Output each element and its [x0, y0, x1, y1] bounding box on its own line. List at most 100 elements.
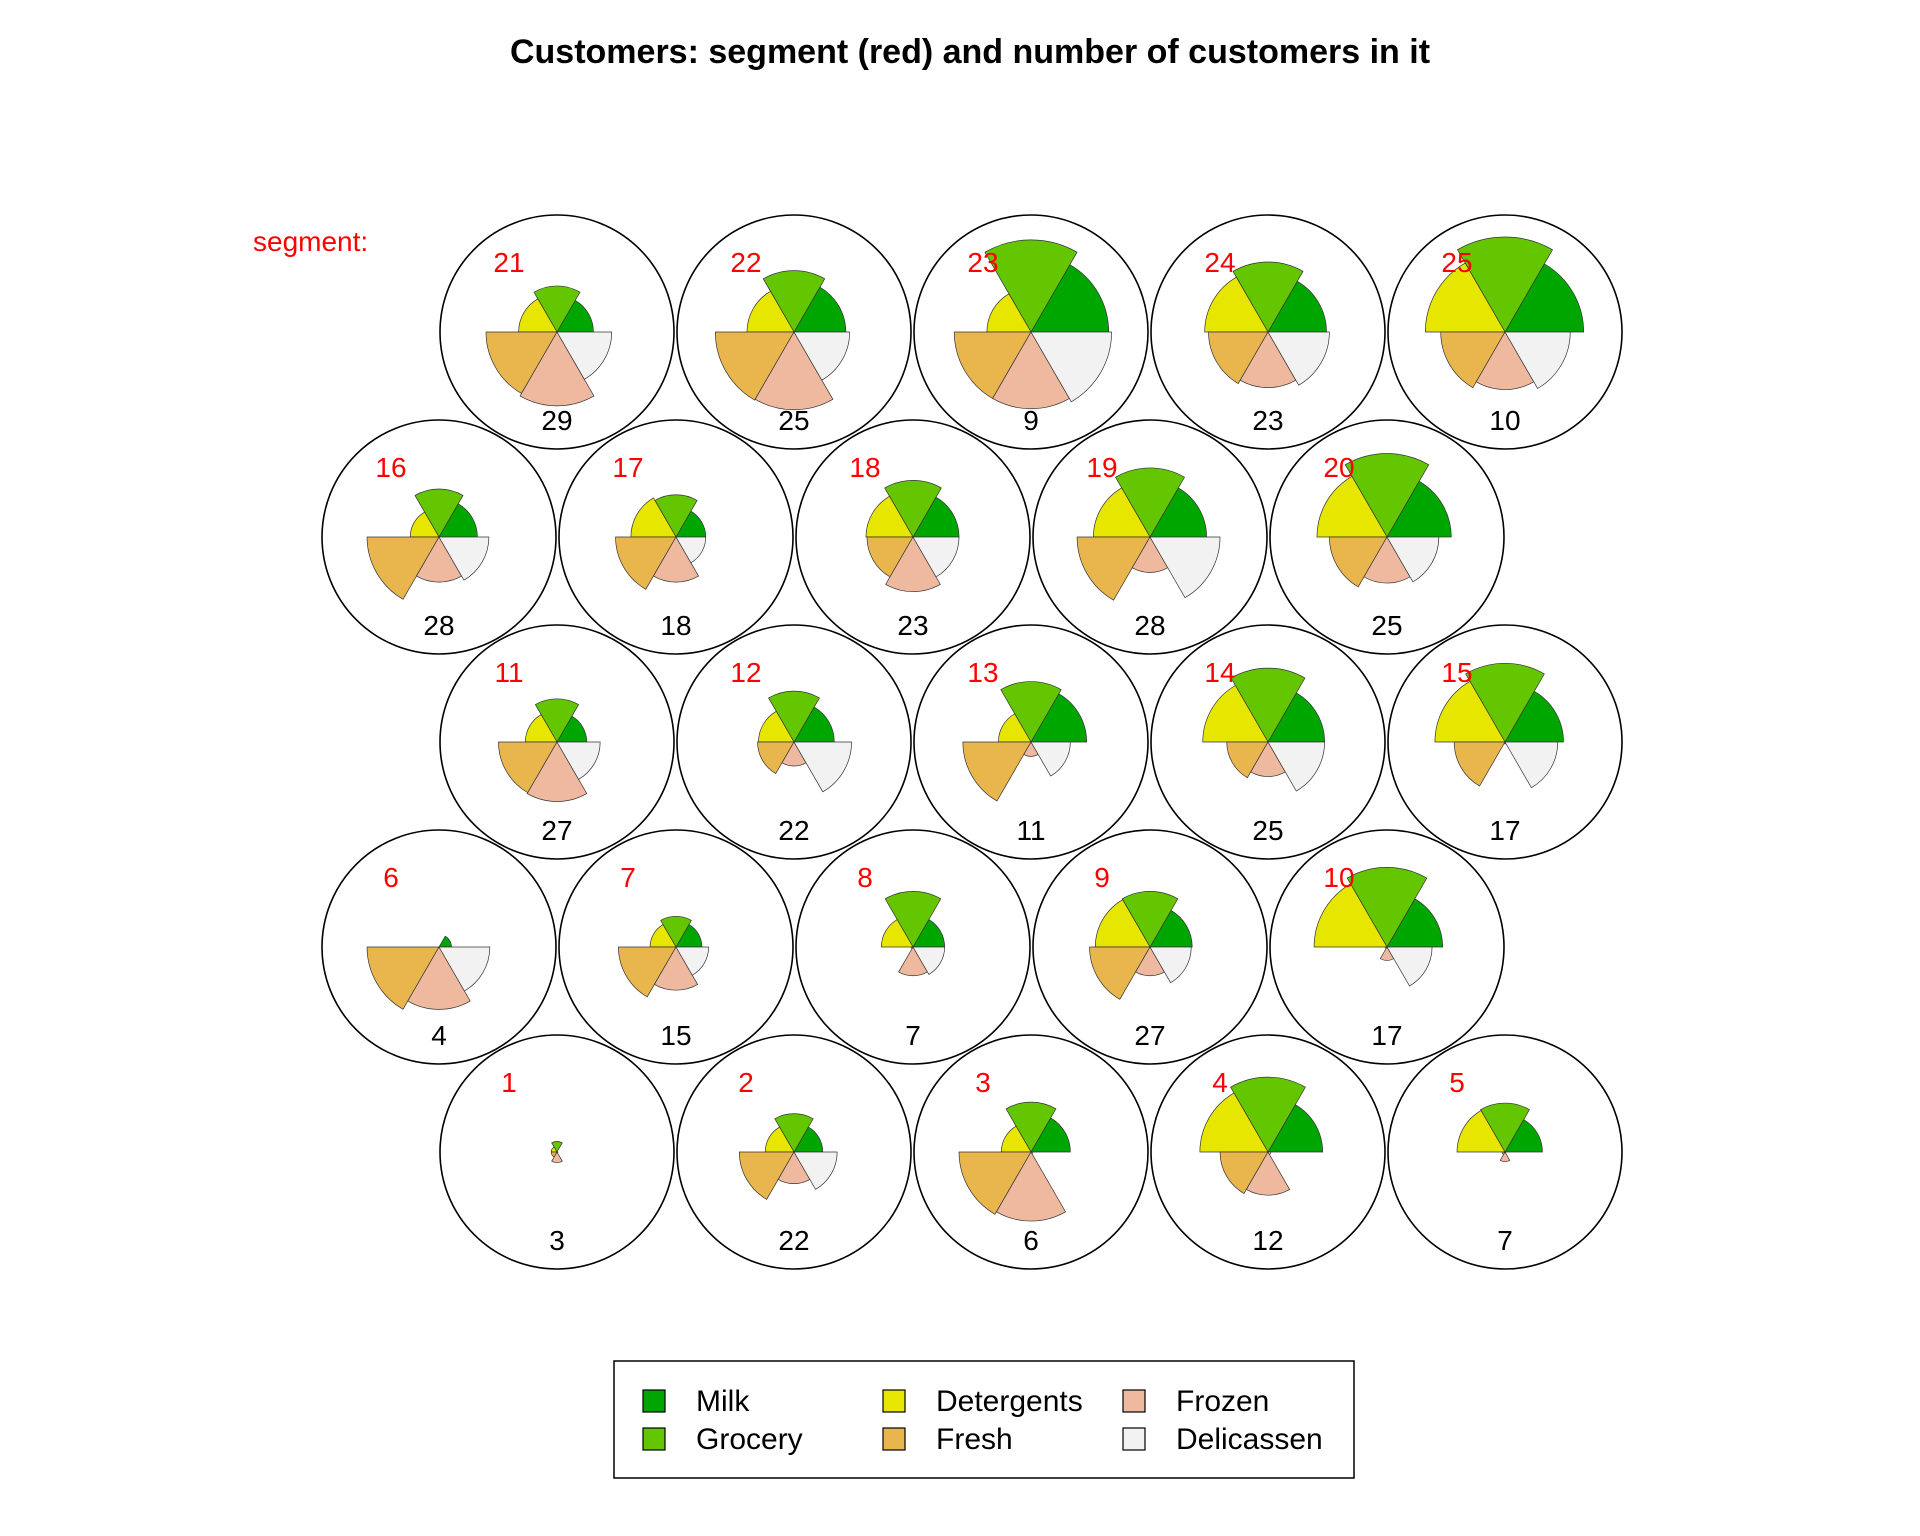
wedge-delicassen	[793, 1151, 838, 1190]
wedge-frozen	[1475, 331, 1535, 390]
segment-circle	[439, 1034, 675, 1270]
wedge-delicassen	[793, 741, 852, 793]
legend-box	[613, 1360, 1355, 1479]
segment-number: 18	[849, 452, 880, 483]
wedge-milk	[1149, 909, 1193, 948]
segment-cell-5: 57	[1387, 1034, 1623, 1270]
wedge-detergents	[1313, 883, 1388, 948]
wedge-fresh	[1076, 536, 1151, 601]
segment-number: 24	[1204, 247, 1235, 278]
customer-count: 25	[778, 405, 809, 436]
legend-swatch-grocery	[642, 1427, 666, 1451]
legend-items: Milk Grocery Detergents Fresh Frozen Delicass…	[642, 1385, 1323, 1456]
segment-cell-9: 9 27	[1032, 829, 1268, 1065]
wedge-detergents	[1434, 680, 1506, 743]
wedge-grocery	[660, 916, 692, 948]
wedge-milk	[438, 935, 452, 948]
segment-circle	[676, 624, 912, 860]
wedge-fresh	[714, 331, 795, 401]
segment-circle	[321, 419, 557, 655]
wedge-grocery	[1480, 1102, 1530, 1153]
wedge-grocery	[551, 1141, 563, 1153]
wedge-fresh	[1440, 331, 1506, 389]
wedge-delicassen	[1030, 331, 1112, 403]
customer-count: 7	[905, 1020, 921, 1051]
wedge-detergents	[865, 495, 914, 538]
customer-count: 9	[1023, 405, 1039, 436]
wedge-detergents	[1456, 1109, 1506, 1153]
customer-count: 3	[549, 1225, 565, 1256]
wedge-detergents	[1316, 475, 1388, 538]
segment-cell-14: 14 25	[1150, 624, 1386, 860]
wedge-fresh	[1453, 741, 1506, 787]
wedge-fresh	[757, 741, 795, 775]
segment-cell-22: 22 25	[676, 214, 912, 450]
segment-number: 14	[1204, 657, 1235, 688]
customer-count: 10	[1489, 405, 1520, 436]
legend-label-grocery: Grocery	[696, 1423, 803, 1456]
wedge-delicassen	[912, 536, 960, 578]
wedge-milk	[1386, 480, 1452, 538]
segment-number: 2	[738, 1067, 754, 1098]
segment-cell-12: 12 22	[676, 624, 912, 860]
customer-count: 18	[660, 610, 691, 641]
wedge-grocery	[534, 698, 580, 743]
segment-cell-23: 23 9	[913, 214, 1149, 450]
legend: Milk Grocery Detergents Fresh Frozen Delicass…	[613, 1360, 1355, 1479]
wedge-delicassen	[793, 331, 851, 381]
wedge-delicassen	[438, 536, 490, 581]
chart-title: Customers: segment (red) and number of c…	[510, 33, 1430, 71]
wedge-grocery	[1346, 867, 1428, 948]
wedge-fresh	[366, 536, 440, 600]
segment-circle	[558, 419, 794, 655]
legend-label-detergents: Detergents	[936, 1385, 1083, 1418]
customer-count: 27	[1134, 1020, 1165, 1051]
segment-number: 17	[612, 452, 643, 483]
wedge-fresh	[1089, 946, 1151, 1000]
segment-circle	[439, 214, 675, 450]
legend-swatch-milk	[642, 1389, 666, 1413]
wedge-frozen	[995, 1151, 1067, 1222]
customer-count: 23	[1252, 405, 1283, 436]
wedge-delicassen	[1030, 741, 1071, 777]
wedge-frozen	[407, 946, 471, 1010]
legend-label-milk: Milk	[696, 1385, 750, 1418]
wedge-delicassen	[1504, 331, 1571, 389]
wedge-detergents	[630, 497, 677, 538]
customer-count: 22	[778, 815, 809, 846]
wedge-delicassen	[1386, 946, 1433, 987]
segment-circle	[676, 1034, 912, 1270]
wedge-frozen	[1245, 1151, 1291, 1196]
wedge-delicassen	[1504, 741, 1559, 789]
segment-cell-6: 64	[321, 829, 557, 1065]
segment-circle	[913, 214, 1149, 450]
wedge-fresh	[962, 741, 1032, 802]
legend-swatch-detergents	[882, 1389, 906, 1413]
segment-number: 1	[501, 1067, 517, 1098]
wedge-frozen	[551, 1151, 563, 1163]
wedge-frozen	[1499, 1151, 1511, 1162]
segment-circle	[1150, 1034, 1386, 1270]
wedge-fresh	[958, 1151, 1032, 1215]
wedge-grocery	[1465, 662, 1545, 743]
wedge-grocery	[533, 285, 581, 333]
wedge-delicassen	[438, 946, 491, 992]
wedge-detergents	[880, 919, 914, 948]
wedge-fresh	[498, 741, 558, 794]
wedge-grocery	[1232, 261, 1304, 333]
wedge-fresh	[618, 946, 677, 998]
cells-group: 1322236412576471587927101711271222131114…	[321, 214, 1623, 1270]
segment-number: 20	[1323, 452, 1354, 483]
segment-circle	[676, 214, 912, 450]
wedge-detergents	[1199, 1092, 1269, 1153]
wedge-frozen	[526, 741, 588, 802]
wedge-milk	[1267, 692, 1325, 743]
wedge-delicassen	[1386, 536, 1440, 583]
wedge-delicassen	[1267, 1151, 1272, 1155]
customer-count: 17	[1371, 1020, 1402, 1051]
wedge-detergents	[1094, 899, 1151, 948]
wedge-fresh	[1208, 331, 1269, 384]
